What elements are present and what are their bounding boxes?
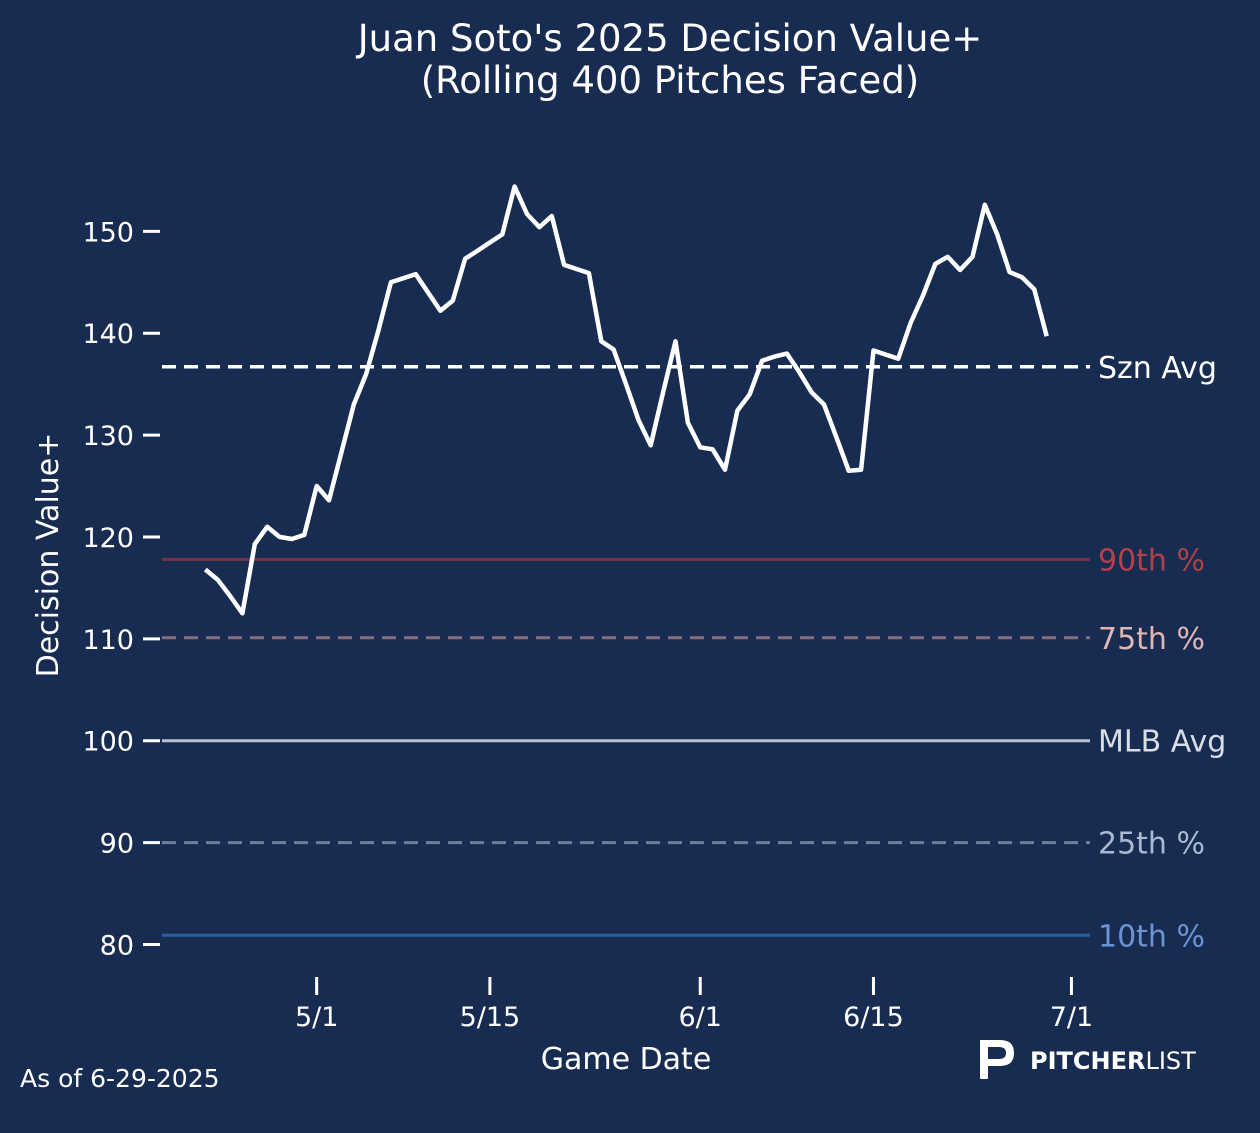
reference-lines	[162, 365, 1090, 937]
y-tick-label: 140	[82, 319, 134, 350]
x-axis: 5/1 5/15 6/1 6/15 7/1	[295, 977, 1093, 1033]
brand-bold: PITCHER	[1030, 1047, 1145, 1075]
y-tick-label: 100	[82, 727, 134, 758]
x-tick-label: 5/1	[295, 1002, 338, 1033]
pitcherlist-wordmark: PITCHERLIST	[1030, 1047, 1196, 1075]
x-axis-label: Game Date	[541, 1042, 712, 1077]
y-tick-label: 80	[100, 930, 134, 961]
as-of-date: As of 6-29-2025	[20, 1064, 220, 1093]
y-tick-label: 130	[82, 421, 134, 452]
y-axis: 80 90 100 110 120 130 140 150	[82, 217, 160, 961]
ref-label-25th: 25th %	[1098, 827, 1205, 862]
chart-title-line1: Juan Soto's 2025 Decision Value+	[356, 17, 983, 60]
ref-label-75th: 75th %	[1098, 622, 1205, 657]
reference-labels: Szn Avg 90th % 75th % MLB Avg 25th % 10th %	[1098, 351, 1226, 954]
x-tick-label: 6/1	[679, 1002, 722, 1033]
x-tick-label: 5/15	[460, 1002, 521, 1033]
series-group	[203, 184, 1049, 616]
series-line-decision-value	[203, 184, 1049, 616]
y-tick-label: 110	[82, 625, 134, 656]
brand-light: LIST	[1145, 1047, 1196, 1075]
ref-label-90th: 90th %	[1098, 543, 1205, 578]
pitcherlist-logo: PITCHERLIST	[980, 1040, 1196, 1079]
chart-title-line2: (Rolling 400 Pitches Faced)	[421, 59, 920, 102]
ref-label-10th: 10th %	[1098, 919, 1205, 954]
chart-title: Juan Soto's 2025 Decision Value+ (Rollin…	[356, 17, 983, 102]
y-tick-label: 120	[82, 523, 134, 554]
y-axis-label: Decision Value+	[31, 433, 66, 678]
ref-label-szn-avg: Szn Avg	[1098, 351, 1217, 386]
pitcherlist-p-icon	[980, 1040, 1014, 1079]
y-tick-label: 150	[82, 217, 134, 248]
x-tick-label: 7/1	[1050, 1002, 1093, 1033]
y-tick-label: 90	[100, 829, 134, 860]
ref-label-mlb-avg: MLB Avg	[1098, 725, 1226, 760]
x-tick-label: 6/15	[843, 1002, 904, 1033]
